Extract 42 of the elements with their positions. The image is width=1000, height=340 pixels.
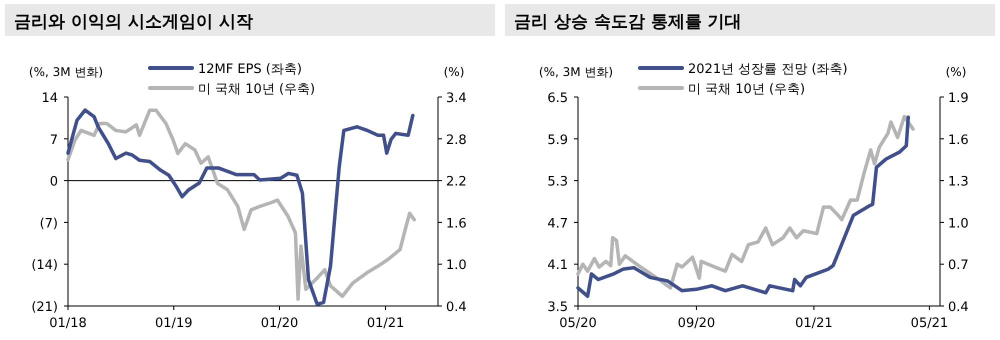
y-tick-label: 4.1: [547, 258, 568, 274]
x-tick-label: 09/20: [678, 316, 716, 331]
x-tick-label: 01/20: [260, 316, 298, 331]
x-tick-label: 05/21: [910, 316, 948, 331]
y-tick-label: 14: [41, 91, 58, 106]
y-tick-label: 4.7: [547, 216, 568, 232]
y2-tick-label: 0.7: [948, 258, 969, 274]
y2-tick-label: 2.2: [446, 174, 467, 190]
y2-tick-label: 2.8: [446, 132, 467, 148]
y2-tick-label: 1.6: [446, 216, 467, 232]
y-tick-label: 5.9: [547, 132, 568, 148]
y2-tick-label: 0.4: [948, 300, 969, 315]
y-tick-label: 3.5: [547, 300, 568, 315]
legend-label: 미 국채 10년 (우축): [198, 82, 316, 97]
x-tick-label: 05/20: [559, 316, 597, 331]
y-tick-label: (14): [31, 258, 58, 274]
x-tick-label: 01/19: [155, 316, 192, 331]
chart-title: 금리 상승 속도감 통제를 기대: [514, 12, 742, 32]
y2-tick-label: 1.6: [948, 132, 969, 148]
y2-tick-label: 1.0: [446, 258, 467, 274]
y2-tick-label: 1.9: [948, 91, 969, 106]
y-tick-label: 0: [50, 174, 58, 190]
legend-label: 2021년 성장률 전망 (좌축): [688, 62, 848, 77]
x-tick-label: 01/21: [366, 316, 404, 331]
y2-tick-label: 1.3: [948, 174, 969, 190]
y2-tick-label: 3.4: [446, 91, 467, 106]
y2-axis-title: (%): [946, 65, 966, 79]
y-tick-label: (7): [40, 216, 58, 232]
y-axis-title: (%, 3M 변화): [28, 65, 104, 79]
y-tick-label: 5.3: [547, 174, 568, 190]
legend-label: 12MF EPS (좌축): [198, 62, 302, 77]
x-tick-label: 01/18: [49, 316, 87, 331]
y2-axis-title: (%): [444, 65, 464, 79]
chart-title: 금리와 이익의 시소게임이 시작: [14, 12, 253, 32]
y-tick-label: (21): [31, 300, 58, 315]
y-tick-label: 6.5: [547, 91, 568, 106]
y2-tick-label: 1.0: [948, 216, 969, 232]
x-tick-label: 01/21: [795, 316, 833, 331]
y2-tick-label: 0.4: [446, 300, 467, 315]
y-axis-title: (%, 3M 변화): [538, 65, 614, 79]
legend-label: 미 국채 10년 (우축): [688, 82, 806, 97]
y-tick-label: 7: [50, 132, 58, 148]
